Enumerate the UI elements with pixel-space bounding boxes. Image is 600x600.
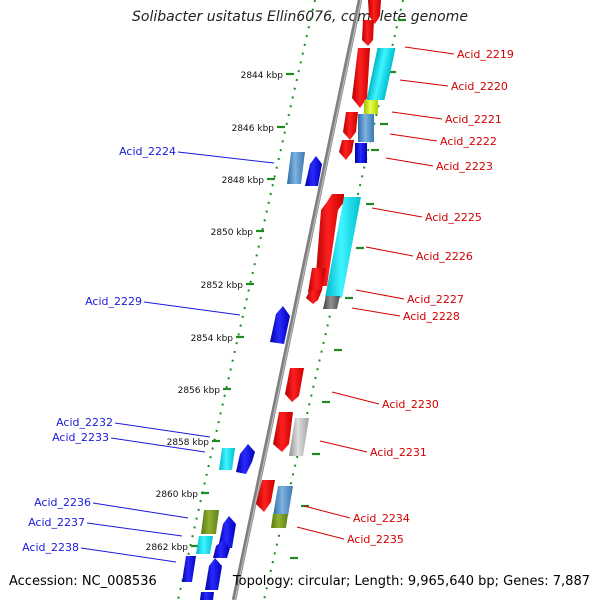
leader-line (303, 505, 351, 519)
leader-line (92, 502, 189, 519)
gene-acid-2227b[interactable] (306, 290, 322, 304)
gene-acid-2238[interactable] (182, 556, 196, 582)
leader-line (143, 301, 241, 316)
leader-line (385, 157, 434, 167)
leader-line (389, 133, 438, 142)
tick-label: 2848 kbp (222, 176, 265, 186)
leader-line (296, 526, 345, 540)
gene-label[interactable]: Acid_2221 (445, 113, 502, 126)
gene-label[interactable]: Acid_2222 (440, 135, 497, 148)
topology-label: Topology: circular; Length: 9,965,640 bp… (232, 574, 590, 589)
gene-acid-2237[interactable] (196, 536, 213, 554)
backbone-highlight (234, 0, 362, 600)
gene-acid-2236b[interactable] (218, 516, 236, 548)
gene-acid-2224[interactable] (287, 152, 305, 184)
gene-label[interactable]: Acid_2228 (403, 310, 460, 323)
gene-label[interactable]: Acid_2230 (382, 398, 439, 411)
tick-label: 2856 kbp (178, 386, 221, 396)
gene-label[interactable]: Acid_2226 (416, 250, 473, 263)
gene-acid-2231[interactable] (289, 418, 309, 456)
gene-acid-2232[interactable] (219, 448, 235, 470)
gene-label[interactable]: Acid_2235 (347, 533, 404, 546)
gene-acid-2234[interactable] (273, 486, 293, 516)
leader-line (355, 289, 405, 300)
gene-acid-2222[interactable] (358, 114, 374, 142)
gene-acid-2238c[interactable] (200, 592, 214, 600)
leader-line (114, 422, 211, 438)
tick-label: 2850 kbp (211, 228, 254, 238)
label-leader-lines (80, 46, 455, 563)
leader-line (177, 151, 275, 164)
accession-label: Accession: NC_008536 (9, 574, 157, 589)
genome-backbone (231, 0, 363, 600)
gene-acid-2219[interactable] (368, 0, 381, 24)
gene-label[interactable]: Acid_2225 (425, 211, 482, 224)
leader-line (391, 111, 443, 120)
gene-acid-2229[interactable] (270, 306, 290, 344)
tick-label: 2860 kbp (156, 490, 199, 500)
gene-label[interactable]: Acid_2220 (451, 80, 508, 93)
gene-acid-2222-red[interactable] (343, 112, 358, 140)
gene-label[interactable]: Acid_2233 (52, 431, 109, 444)
leader-line (399, 79, 449, 87)
gene-acid-2219-lower[interactable] (362, 20, 374, 46)
gene-acid-2228[interactable] (323, 296, 340, 309)
gene-acid-2220[interactable] (366, 48, 396, 100)
gene-label[interactable]: Acid_2238 (22, 541, 79, 554)
gene-acid-2230[interactable] (285, 368, 304, 402)
gene-label[interactable]: Acid_2219 (457, 48, 514, 61)
reverse-genes (182, 152, 322, 600)
gene-label[interactable]: Acid_2236 (34, 496, 91, 509)
gene-acid-2225[interactable] (315, 194, 344, 286)
leader-line (365, 246, 414, 257)
leader-line (80, 547, 177, 563)
gene-acid-2220-red[interactable] (352, 48, 370, 108)
gene-label[interactable]: Acid_2234 (353, 512, 410, 525)
leader-line (371, 207, 423, 218)
gene-acid-2221[interactable] (364, 100, 378, 114)
tick-label: 2852 kbp (201, 281, 244, 291)
gene-acid-2235[interactable] (271, 514, 288, 528)
tick-labels: 2844 kbp 2846 kbp 2848 kbp 2850 kbp 2852 kbp… (146, 71, 284, 553)
gene-acid-2223-red[interactable] (339, 140, 354, 160)
gene-acid-2223[interactable] (355, 143, 367, 163)
gene-label[interactable]: Acid_2224 (119, 145, 176, 158)
gene-label[interactable]: Acid_2231 (370, 446, 427, 459)
gene-acid-2236[interactable] (201, 510, 219, 534)
gene-labels: Acid_2219 Acid_2220 Acid_2221 Acid_2222 Acid… (22, 48, 514, 554)
leader-line (404, 46, 455, 55)
leader-line (319, 440, 368, 453)
gene-acid-2231-red[interactable] (273, 412, 293, 452)
gene-acid-2224b[interactable] (305, 156, 322, 186)
gene-label[interactable]: Acid_2227 (407, 293, 464, 306)
gene-label[interactable]: Acid_2229 (85, 295, 142, 308)
gene-acid-2226[interactable] (325, 197, 361, 298)
map-title: Solibacter usitatus Ellin6076, complete … (132, 9, 468, 25)
gene-acid-2237b[interactable] (213, 540, 230, 558)
gene-acid-2233[interactable] (236, 444, 255, 474)
tick-label: 2858 kbp (167, 438, 210, 448)
leader-line (351, 307, 401, 317)
tick-label: 2854 kbp (191, 334, 234, 344)
leader-line (86, 522, 183, 537)
gene-label[interactable]: Acid_2223 (436, 160, 493, 173)
gene-label[interactable]: Acid_2237 (28, 516, 85, 529)
leader-line (110, 437, 206, 453)
tick-label: 2846 kbp (232, 124, 275, 134)
forward-genes (256, 0, 396, 528)
gene-label[interactable]: Acid_2232 (56, 416, 113, 429)
tick-label: 2844 kbp (241, 71, 284, 81)
leader-line (331, 391, 380, 405)
gene-acid-2234-red[interactable] (256, 480, 275, 512)
reverse-track-guide (177, 0, 316, 600)
tick-label: 2862 kbp (146, 543, 189, 553)
gene-acid-2238b[interactable] (205, 558, 222, 590)
